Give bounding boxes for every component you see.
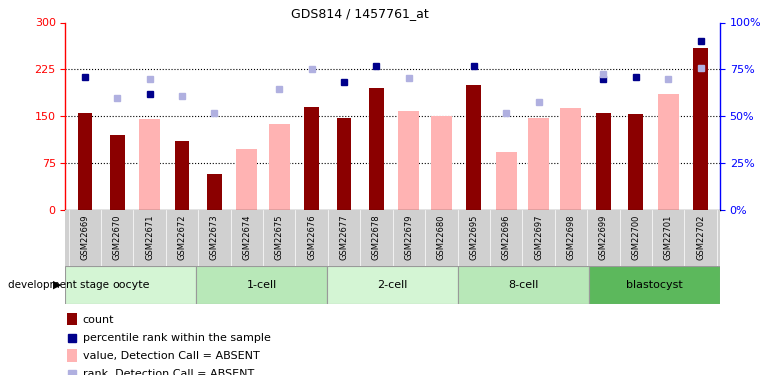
Bar — [430, 116, 452, 210]
Text: blastocyst: blastocyst — [626, 280, 683, 290]
Bar — [65, 266, 196, 304]
Bar — [658, 94, 678, 210]
Text: GSM22697: GSM22697 — [534, 214, 543, 260]
Bar — [110, 135, 125, 210]
Text: GSM22702: GSM22702 — [696, 214, 705, 260]
Text: GSM22680: GSM22680 — [437, 214, 446, 260]
Bar — [528, 118, 549, 210]
Text: GSM22696: GSM22696 — [501, 214, 511, 260]
Bar — [589, 266, 720, 304]
Bar — [236, 149, 257, 210]
Bar — [67, 350, 77, 361]
Text: GSM22699: GSM22699 — [599, 214, 608, 260]
Bar — [693, 48, 708, 210]
Bar — [596, 113, 611, 210]
Text: ▶: ▶ — [53, 280, 62, 290]
Text: GSM22672: GSM22672 — [178, 214, 186, 260]
Text: oocyte: oocyte — [112, 280, 149, 290]
Text: 8-cell: 8-cell — [508, 280, 539, 290]
Text: GSM22678: GSM22678 — [372, 214, 381, 260]
Text: GSM22675: GSM22675 — [275, 214, 284, 260]
Text: percentile rank within the sample: percentile rank within the sample — [82, 333, 270, 343]
Text: GSM22679: GSM22679 — [404, 214, 413, 260]
Bar — [304, 107, 319, 210]
Bar — [398, 111, 420, 210]
Text: GSM22669: GSM22669 — [80, 214, 89, 260]
Text: GSM22674: GSM22674 — [243, 214, 251, 260]
Bar — [196, 266, 327, 304]
Text: GSM22671: GSM22671 — [146, 214, 154, 260]
Bar — [175, 141, 189, 210]
Text: 2-cell: 2-cell — [377, 280, 408, 290]
Bar — [496, 152, 517, 210]
Text: 1-cell: 1-cell — [246, 280, 277, 290]
Text: GSM22698: GSM22698 — [567, 214, 575, 260]
Text: development stage: development stage — [8, 280, 109, 290]
Bar — [327, 266, 458, 304]
Bar — [67, 313, 77, 325]
Bar — [336, 117, 351, 210]
Bar — [628, 114, 643, 210]
Text: GSM22677: GSM22677 — [340, 214, 349, 260]
Bar — [467, 85, 481, 210]
Text: GSM22700: GSM22700 — [631, 214, 640, 260]
Title: GDS814 / 1457761_at: GDS814 / 1457761_at — [291, 7, 429, 20]
Text: GSM22670: GSM22670 — [112, 214, 122, 260]
Bar — [369, 88, 383, 210]
Bar — [561, 108, 581, 210]
Text: value, Detection Call = ABSENT: value, Detection Call = ABSENT — [82, 351, 259, 361]
Bar — [269, 124, 290, 210]
Text: rank, Detection Call = ABSENT: rank, Detection Call = ABSENT — [82, 369, 254, 375]
Bar — [139, 119, 160, 210]
Bar — [78, 113, 92, 210]
Text: count: count — [82, 315, 114, 325]
Text: GSM22695: GSM22695 — [469, 214, 478, 260]
Bar — [458, 266, 589, 304]
Text: GSM22676: GSM22676 — [307, 214, 316, 260]
Bar — [207, 174, 222, 210]
Text: GSM22673: GSM22673 — [210, 214, 219, 260]
Text: GSM22701: GSM22701 — [664, 214, 673, 260]
